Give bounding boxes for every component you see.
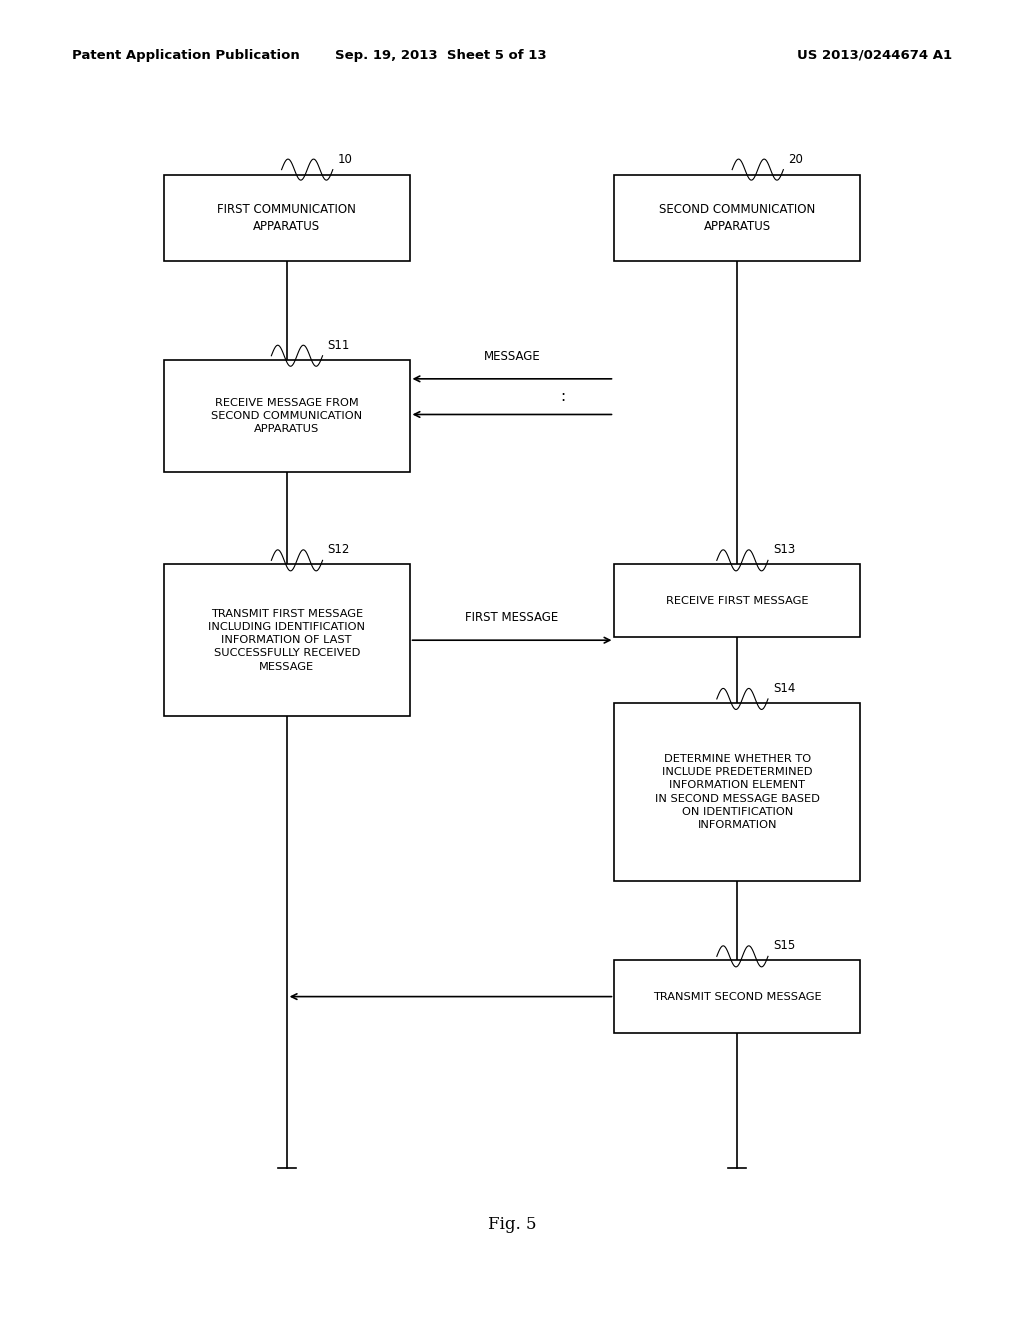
- Text: US 2013/0244674 A1: US 2013/0244674 A1: [798, 49, 952, 62]
- Text: S15: S15: [773, 940, 796, 953]
- FancyBboxPatch shape: [164, 565, 410, 715]
- Text: FIRST COMMUNICATION
APPARATUS: FIRST COMMUNICATION APPARATUS: [217, 203, 356, 232]
- Text: :: :: [560, 389, 566, 404]
- Text: Sep. 19, 2013  Sheet 5 of 13: Sep. 19, 2013 Sheet 5 of 13: [335, 49, 546, 62]
- Text: S14: S14: [773, 682, 796, 694]
- Text: Fig. 5: Fig. 5: [487, 1217, 537, 1233]
- Text: SECOND COMMUNICATION
APPARATUS: SECOND COMMUNICATION APPARATUS: [659, 203, 815, 232]
- Text: FIRST MESSAGE: FIRST MESSAGE: [465, 611, 559, 624]
- FancyBboxPatch shape: [614, 564, 860, 636]
- Text: 10: 10: [338, 153, 353, 166]
- FancyBboxPatch shape: [614, 961, 860, 1032]
- Text: RECEIVE FIRST MESSAGE: RECEIVE FIRST MESSAGE: [666, 595, 809, 606]
- FancyBboxPatch shape: [164, 359, 410, 471]
- Text: 20: 20: [788, 153, 804, 166]
- Text: S11: S11: [328, 339, 350, 351]
- Text: Patent Application Publication: Patent Application Publication: [72, 49, 299, 62]
- Text: TRANSMIT SECOND MESSAGE: TRANSMIT SECOND MESSAGE: [653, 991, 821, 1002]
- Text: RECEIVE MESSAGE FROM
SECOND COMMUNICATION
APPARATUS: RECEIVE MESSAGE FROM SECOND COMMUNICATIO…: [211, 397, 362, 434]
- Text: S13: S13: [773, 544, 796, 557]
- Text: S12: S12: [328, 544, 350, 557]
- FancyBboxPatch shape: [164, 176, 410, 261]
- Text: TRANSMIT FIRST MESSAGE
INCLUDING IDENTIFICATION
INFORMATION OF LAST
SUCCESSFULLY: TRANSMIT FIRST MESSAGE INCLUDING IDENTIF…: [208, 609, 366, 672]
- FancyBboxPatch shape: [614, 702, 860, 882]
- Text: MESSAGE: MESSAGE: [483, 350, 541, 363]
- Text: DETERMINE WHETHER TO
INCLUDE PREDETERMINED
INFORMATION ELEMENT
IN SECOND MESSAGE: DETERMINE WHETHER TO INCLUDE PREDETERMIN…: [654, 754, 820, 830]
- FancyBboxPatch shape: [614, 176, 860, 261]
